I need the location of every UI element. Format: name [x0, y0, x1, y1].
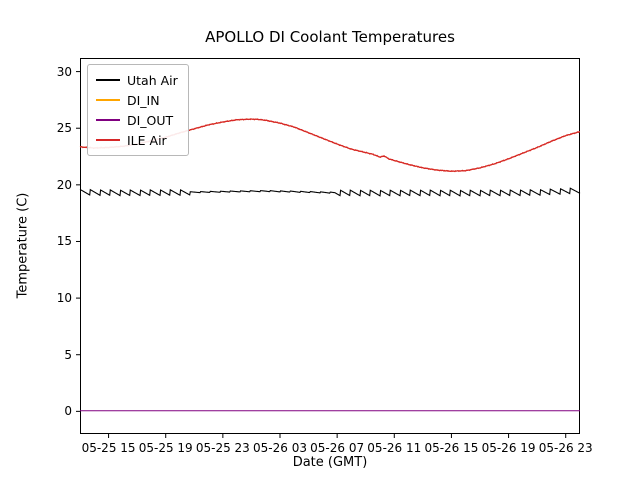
x-tick-label: 05-26 15	[424, 441, 479, 455]
y-tick-label: 5	[64, 347, 72, 362]
y-tick-label: 20	[56, 177, 72, 192]
legend-item-utah-air: Utah Air	[96, 70, 178, 90]
x-axis-label: Date (GMT)	[292, 455, 368, 470]
x-tick-label: 05-26 23	[538, 441, 593, 455]
y-tick-label: 25	[56, 121, 72, 136]
x-tick-label: 05-25 19	[138, 441, 193, 455]
x-tick-label: 05-25 15	[81, 441, 136, 455]
legend-label: ILE Air	[127, 132, 167, 148]
x-tick-label: 05-26 19	[481, 441, 536, 455]
y-tick-label: 0	[64, 404, 72, 419]
x-tick-label: 05-26 03	[253, 441, 307, 455]
x-tick-label: 05-26 11	[367, 441, 422, 455]
y-tick-label: 30	[56, 64, 72, 79]
x-tick-label: 05-25 23	[195, 441, 250, 455]
legend-item-di-out: DI_OUT	[96, 110, 178, 130]
y-tick-label: 10	[56, 291, 72, 306]
legend-label: DI_OUT	[127, 112, 174, 128]
legend-item-ile-air: ILE Air	[96, 130, 178, 150]
chart-title: APOLLO DI Coolant Temperatures	[205, 28, 455, 46]
legend: Utah Air DI_IN DI_OUT ILE Air	[87, 64, 189, 156]
legend-line-swatch	[96, 99, 120, 101]
legend-label: DI_IN	[127, 92, 160, 108]
legend-line-swatch	[96, 79, 120, 81]
legend-line-swatch	[96, 139, 120, 141]
y-tick-label: 15	[56, 234, 72, 249]
legend-item-di-in: DI_IN	[96, 90, 178, 110]
legend-label: Utah Air	[127, 72, 178, 88]
x-tick-label: 05-26 07	[310, 441, 365, 455]
legend-line-swatch	[96, 119, 120, 121]
